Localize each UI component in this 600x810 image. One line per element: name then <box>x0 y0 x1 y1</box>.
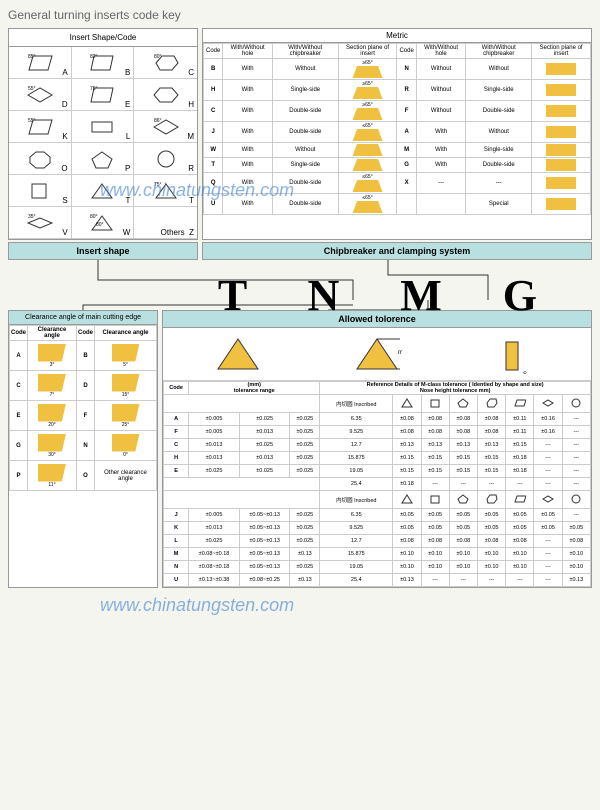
connector-row: T N M G <box>8 260 592 310</box>
shape-cell-R: R <box>134 143 197 175</box>
shape-cell-O: O <box>9 143 72 175</box>
metric-header: Metric <box>203 29 591 43</box>
tol-shape-triangle2: m⌀I.C <box>352 334 402 374</box>
svg-text:55°: 55° <box>28 118 36 124</box>
svg-text:35°: 35° <box>28 214 36 220</box>
watermark-2: www.chinatungsten.com <box>100 595 294 616</box>
shape-cell-W: 80°80° W <box>72 207 135 239</box>
svg-text:80°: 80° <box>90 214 98 220</box>
page-title: General turning inserts code key <box>8 8 592 22</box>
tolerance-table: Code(mm)tolerance rangeReference Details… <box>163 381 591 587</box>
svg-text:m: m <box>398 350 402 356</box>
svg-text:82°: 82° <box>90 54 98 60</box>
shape-cell-S: S <box>9 175 72 207</box>
clearance-box: Clearance angle of main cutting edge Cod… <box>8 310 158 588</box>
shape-cell-A: 85° A <box>9 47 72 79</box>
svg-text:55°: 55° <box>28 86 36 92</box>
shape-cell-D: 55° D <box>9 79 72 111</box>
tolerance-shapes: ⌀I.C m⌀I.C S <box>163 328 591 381</box>
label-bar: Insert shape Chipbreaker and clamping sy… <box>8 242 592 260</box>
clearance-header: Clearance angle of main cutting edge <box>9 311 157 325</box>
shape-cell-V: 35° V <box>9 207 72 239</box>
tnmg-code: T N M G <box>218 270 562 321</box>
svg-text:86°: 86° <box>154 118 162 124</box>
bottom-row: Clearance angle of main cutting edge Cod… <box>8 310 592 588</box>
chipbreaker-label: Chipbreaker and clamping system <box>202 242 592 260</box>
shape-cell-T: 75° T <box>134 175 197 207</box>
tol-shape-rect: S <box>491 334 541 374</box>
shape-cell-H: H <box>134 79 197 111</box>
shape-cell-E: 75° E <box>72 79 135 111</box>
svg-text:S: S <box>523 372 527 374</box>
metric-table: CodeWith/Without holeWith/Without chipbr… <box>203 43 591 215</box>
tol-shape-triangle1: ⌀I.C <box>213 334 263 374</box>
insert-shape-header: Insert Shape/Code <box>9 29 197 47</box>
insert-shape-label: Insert shape <box>8 242 198 260</box>
svg-text:80°: 80° <box>96 222 104 228</box>
shape-cell-C: 80° C <box>134 47 197 79</box>
page: General turning inserts code key Insert … <box>0 0 600 596</box>
metric-box: Metric CodeWith/Without holeWith/Without… <box>202 28 592 240</box>
shape-cell-P: P <box>72 143 135 175</box>
shape-cell-M: 86° M <box>134 111 197 143</box>
shape-cell-B: 82° B <box>72 47 135 79</box>
insert-shape-box: Insert Shape/Code 85° A 82° B 80° C 55° … <box>8 28 198 240</box>
svg-text:80°: 80° <box>154 54 162 60</box>
svg-text:75°: 75° <box>90 86 98 92</box>
top-row: Insert Shape/Code 85° A 82° B 80° C 55° … <box>8 28 592 240</box>
shape-cell-K: 55° K <box>9 111 72 143</box>
clearance-table: CodeClearance angleCodeClearance angle A… <box>9 325 157 491</box>
svg-text:85°: 85° <box>28 54 36 60</box>
svg-text:75°: 75° <box>154 182 162 188</box>
tolerance-box: Allowed tolorence ⌀I.C m⌀I.C S Code(mm)t… <box>162 310 592 588</box>
shape-cell-Z: Others Z <box>134 207 197 239</box>
shape-cell-L: L <box>72 111 135 143</box>
shape-cell-T: T <box>72 175 135 207</box>
shape-grid: 85° A 82° B 80° C 55° D 75° E H 55° K L … <box>9 47 197 239</box>
